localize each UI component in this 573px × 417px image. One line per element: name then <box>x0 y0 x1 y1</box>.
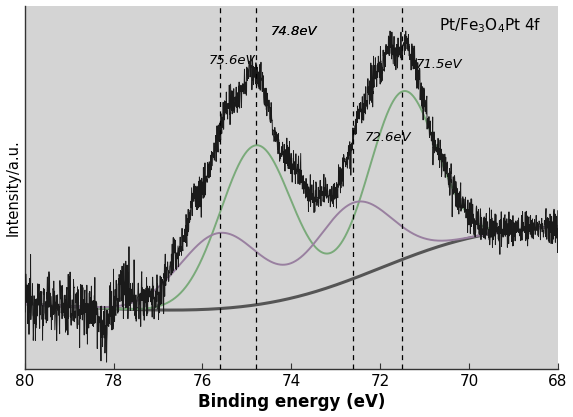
Text: 71.5eV: 71.5eV <box>415 58 462 71</box>
Text: Pt/Fe$_3$O$_4$Pt 4f: Pt/Fe$_3$O$_4$Pt 4f <box>439 16 541 35</box>
Y-axis label: Intensity/a.u.: Intensity/a.u. <box>6 139 21 236</box>
Text: 75.6eV: 75.6eV <box>209 54 256 68</box>
Text: 72.6eV: 72.6eV <box>364 131 411 144</box>
Text: 74.8eV: 74.8eV <box>271 25 318 38</box>
Text: 74.8eV: 74.8eV <box>271 25 318 38</box>
X-axis label: Binding energy (eV): Binding energy (eV) <box>198 394 385 412</box>
